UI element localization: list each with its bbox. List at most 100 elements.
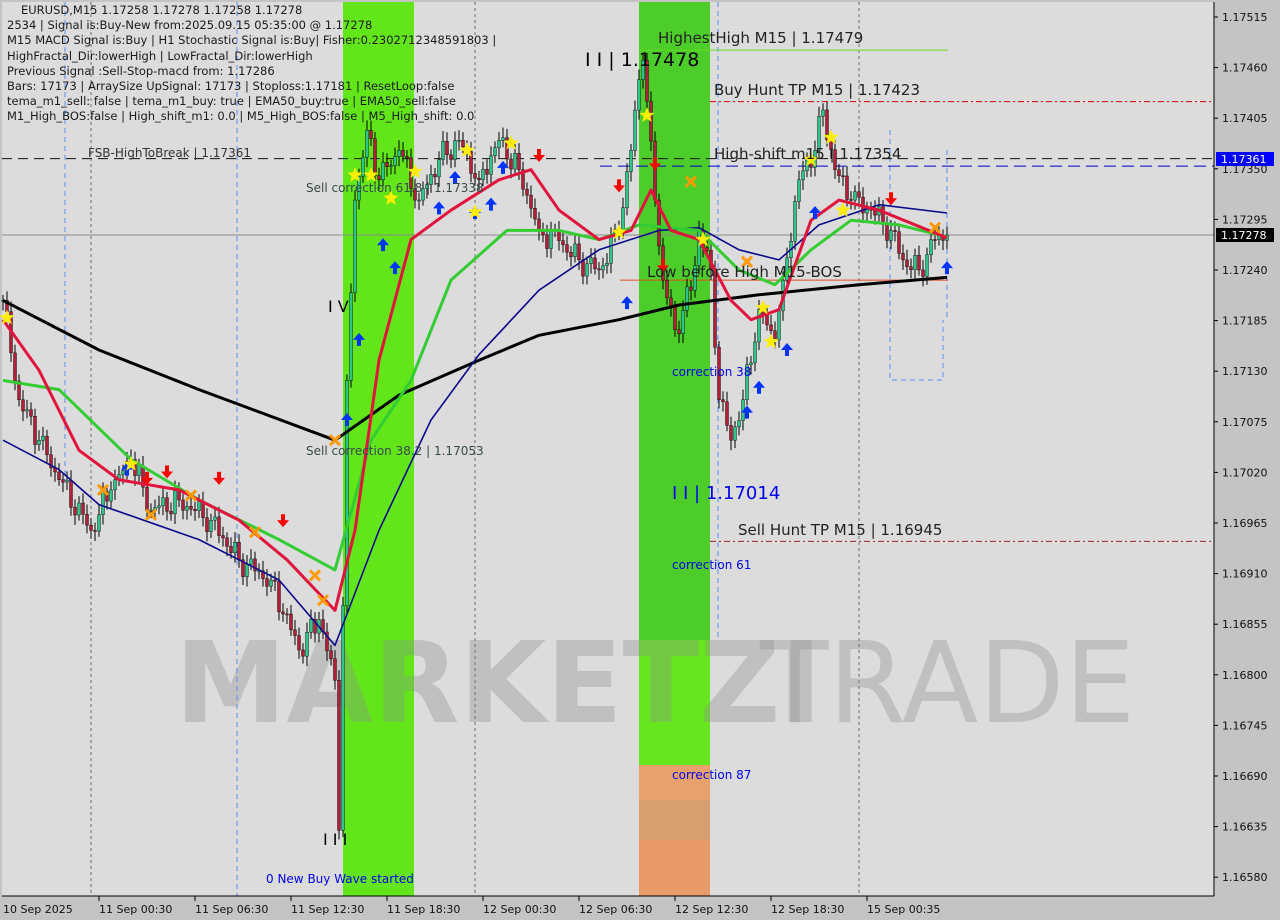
bear-candle	[729, 425, 733, 441]
bull-candle	[925, 254, 929, 277]
bull-candle	[745, 364, 749, 400]
ema-black-line	[2, 275, 948, 442]
price-axis[interactable]: 1.17515 1.17460 1.17405 1.17350 1.17295 1.172…	[1214, 11, 1268, 884]
buy-arrow-icon	[497, 160, 509, 174]
cross-icon	[96, 483, 110, 496]
price-tick-label: 1.16580	[1222, 871, 1268, 884]
price-tick-label: 1.16800	[1222, 669, 1268, 682]
bull-candle	[429, 174, 433, 185]
star-icon	[467, 204, 483, 219]
time-tick-label: 11 Sep 12:30	[291, 903, 364, 916]
bull-candle	[621, 207, 625, 231]
price-tick-label: 1.17240	[1222, 264, 1268, 277]
star-icon	[611, 224, 627, 239]
bear-candle	[725, 401, 729, 426]
tema-ema-line: tema_m1_sell: false | tema_m1_buy: true …	[7, 94, 456, 109]
buy-arrow-icon	[621, 296, 633, 310]
bull-candle	[161, 497, 165, 507]
bear-candle	[837, 169, 841, 176]
bull-candle	[737, 420, 741, 428]
buy-arrow-icon	[389, 261, 401, 275]
bear-candle	[581, 259, 585, 277]
bull-candle	[817, 116, 821, 151]
bear-candle	[33, 416, 37, 445]
time-axis[interactable]: 10 Sep 2025 11 Sep 00:30 11 Sep 06:30 11 Se…	[3, 896, 940, 916]
time-tick-label: 12 Sep 00:30	[483, 903, 556, 916]
correction-38-label: correction 38	[672, 365, 751, 379]
bull-candle	[501, 137, 505, 141]
bear-candle	[689, 286, 693, 291]
bear-candle	[933, 239, 937, 241]
bear-candle	[677, 329, 681, 334]
bear-candle	[485, 169, 489, 175]
bull-candle	[777, 310, 781, 341]
bull-candle	[305, 632, 309, 657]
bear-candle	[89, 524, 93, 531]
bear-candle	[265, 578, 269, 587]
star-icon	[363, 167, 379, 182]
bear-candle	[445, 141, 449, 155]
bear-candle	[21, 399, 25, 412]
time-tick-label: 12 Sep 18:30	[771, 903, 844, 916]
bull-candle	[249, 558, 253, 565]
star-icon	[803, 151, 819, 167]
bull-candle	[213, 516, 217, 521]
bull-candle	[629, 150, 633, 172]
sell-arrow-icon	[141, 471, 153, 485]
price-tick-label: 1.17185	[1222, 315, 1268, 328]
bear-candle	[469, 151, 473, 174]
bear-candle	[413, 188, 417, 201]
highest-high-label: HighestHigh M15 | 1.17479	[658, 29, 863, 47]
star-icon	[695, 231, 711, 247]
bull-candle	[109, 489, 113, 502]
bear-candle	[277, 581, 281, 613]
correction-zone-lower	[639, 640, 710, 765]
symbol-ohlc-line: EURUSD,M15 1.17258 1.17278 1.17258 1.172…	[21, 3, 303, 17]
bull-candle	[353, 199, 357, 293]
price-tick-label: 1.17130	[1222, 365, 1268, 378]
bull-candle	[821, 109, 825, 117]
new-buy-wave-label: 0 New Buy Wave started	[266, 872, 414, 886]
bear-candle	[169, 511, 173, 515]
sell-arrow-icon	[657, 259, 669, 273]
bull-candle	[441, 141, 445, 160]
bear-candle	[449, 154, 453, 160]
bull-candle	[37, 440, 41, 445]
bull-candle	[361, 156, 365, 177]
bull-candle	[693, 265, 697, 291]
bull-candle	[889, 230, 893, 241]
bear-candle	[521, 169, 525, 190]
bull-candle	[457, 140, 461, 142]
bear-candle	[545, 234, 549, 249]
high-shift-label: High-shift m15 | 1.17354	[714, 145, 901, 163]
plot-area[interactable]	[2, 2, 1214, 896]
bear-candle	[373, 138, 377, 176]
cross-icon	[248, 526, 262, 539]
bull-candle	[481, 169, 485, 181]
bear-candle	[293, 629, 297, 636]
bear-candle	[717, 347, 721, 400]
price-tick-label: 1.17350	[1222, 163, 1268, 176]
bull-candle	[605, 263, 609, 267]
sell-arrow-icon	[213, 471, 225, 485]
bear-candle	[845, 175, 849, 200]
bull-candle	[929, 239, 933, 256]
price-tick-label: 1.16855	[1222, 618, 1268, 631]
bear-candle	[297, 635, 301, 651]
star-icon	[835, 202, 851, 217]
bear-candle	[49, 454, 53, 469]
buy-arrow-icon	[353, 332, 365, 346]
bear-candle	[653, 140, 657, 201]
buy-arrow-icon	[449, 171, 461, 184]
bull-candle	[65, 480, 69, 483]
bear-candle	[669, 297, 673, 307]
star-icon	[123, 456, 139, 471]
bear-candle	[825, 109, 829, 141]
bull-candle	[633, 109, 637, 151]
bull-candle	[793, 201, 797, 242]
sell-arrow-icon	[885, 192, 897, 206]
cross-icon	[740, 255, 754, 268]
bear-candle	[205, 517, 209, 532]
buy-arrow-icon	[433, 201, 445, 215]
